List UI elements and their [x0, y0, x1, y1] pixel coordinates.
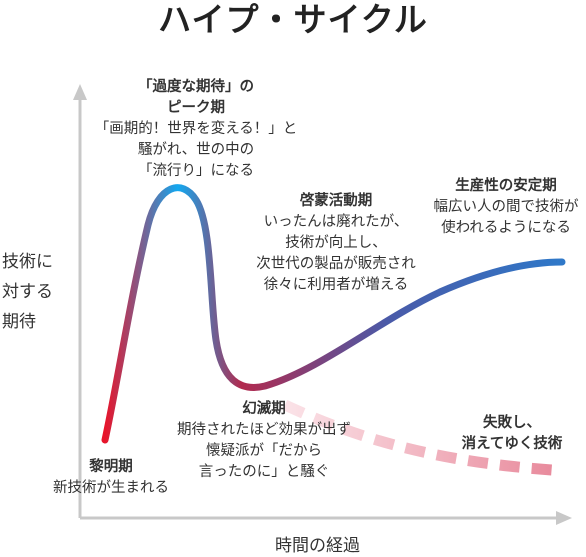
y-axis-label-line: 対する [2, 282, 53, 302]
phase-slope-desc: いったんは廃れたが、 [263, 214, 409, 230]
phase-peak-title: ピーク期 [167, 100, 225, 116]
phase-trigger-note: 黎明期 新技術が生まれる [44, 457, 178, 499]
y-axis-arrow [73, 84, 87, 100]
phase-trough-desc: 懐疑派が「だから [206, 443, 322, 459]
phase-trough-desc: 期待されたほど効果が出ず [177, 422, 351, 438]
x-axis-label: 時間の経過 [275, 536, 360, 556]
phase-failure-note: 失敗し、 消えてゆく技術 [452, 413, 572, 455]
phase-failure-title: 消えてゆく技術 [461, 436, 563, 452]
phase-slope-note: 啓蒙活動期 いったんは廃れたが、 技術が向上し、 次世代の製品が販売され 徐々に… [240, 191, 432, 296]
phase-slope-title: 啓蒙活動期 [299, 193, 373, 209]
phase-trigger-desc: 新技術が生まれる [53, 480, 169, 496]
phase-trough-note: 幻滅期 期待されたほど効果が出ず 懐疑派が「だから 言ったのに」と騒ぐ [166, 399, 362, 483]
phase-plateau-note: 生産性の安定期 幅広い人の間で技術が 使われるようになる [426, 176, 586, 239]
phase-failure-title: 失敗し、 [483, 415, 541, 431]
phase-peak-desc: 「画期的！世界を変える！」と [94, 121, 298, 137]
phase-slope-desc: 徐々に利用者が増える [263, 277, 409, 293]
phase-trough-desc: 言ったのに」と騒ぐ [198, 464, 330, 480]
x-axis-arrow [556, 511, 572, 525]
phase-peak-desc: 「流行り」になる [138, 163, 254, 179]
phase-peak-title: 「過度な期待」の [138, 79, 254, 95]
failure-curve [282, 400, 553, 476]
phase-plateau-desc: 幅広い人の間で技術が [433, 199, 579, 215]
phase-slope-desc: 技術が向上し、 [285, 235, 387, 251]
phase-trigger-title: 黎明期 [89, 459, 133, 475]
y-axis-label: 技術に 対する 期待 [2, 247, 53, 337]
y-axis-label-line: 期待 [2, 312, 36, 332]
phase-plateau-desc: 使われるようになる [441, 220, 571, 236]
phase-peak-desc: 騒がれ、世の中の [137, 142, 255, 158]
phase-trough-title: 幻滅期 [242, 401, 286, 417]
phase-slope-desc: 次世代の製品が販売され [256, 256, 416, 272]
phase-peak-note: 「過度な期待」の ピーク期 「画期的！世界を変える！」と 騒がれ、世の中の 「流… [88, 77, 304, 182]
y-axis-label-line: 技術に [2, 252, 53, 272]
page-title: ハイプ・サイクル [158, 0, 428, 39]
phase-plateau-title: 生産性の安定期 [455, 178, 557, 194]
hype-curve [101, 184, 566, 444]
